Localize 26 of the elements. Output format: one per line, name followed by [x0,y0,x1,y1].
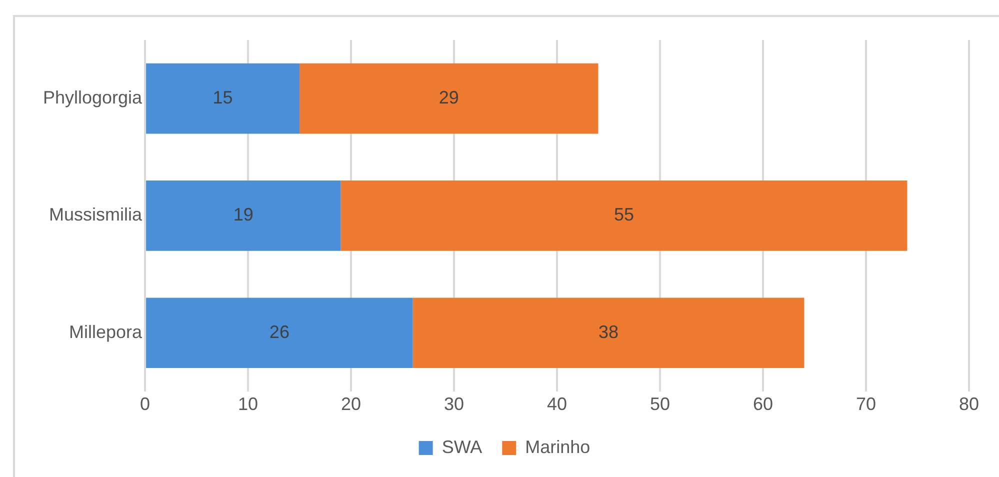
legend-label: SWA [442,436,482,457]
bar [146,63,300,134]
y-tick-label: Phyllogorgia [43,88,144,108]
bar [340,180,908,251]
legend-label: Marinho [525,436,590,457]
data-label: 29 [438,88,459,108]
data-label: 38 [598,322,619,342]
x-tick-label: 70 [856,394,876,414]
bar [146,180,341,251]
y-tick-label: Mussismilia [49,204,144,225]
data-label: 55 [614,204,634,225]
x-tick-label: 0 [140,394,150,414]
bar [300,63,598,134]
bar [412,298,804,368]
y-tick-label: Millepora [69,322,144,342]
x-tick-label: 60 [753,394,774,414]
x-tick-label: 40 [547,394,568,414]
x-tick-label: 20 [341,394,362,414]
data-label: 19 [233,204,254,225]
x-tick-label: 80 [958,394,980,414]
x-tick-label: 50 [650,394,670,414]
x-tick-label: 10 [238,394,258,414]
data-label: 15 [212,88,233,108]
data-label: 26 [269,322,290,342]
x-tick-label: 30 [444,394,464,414]
bar [146,298,413,368]
